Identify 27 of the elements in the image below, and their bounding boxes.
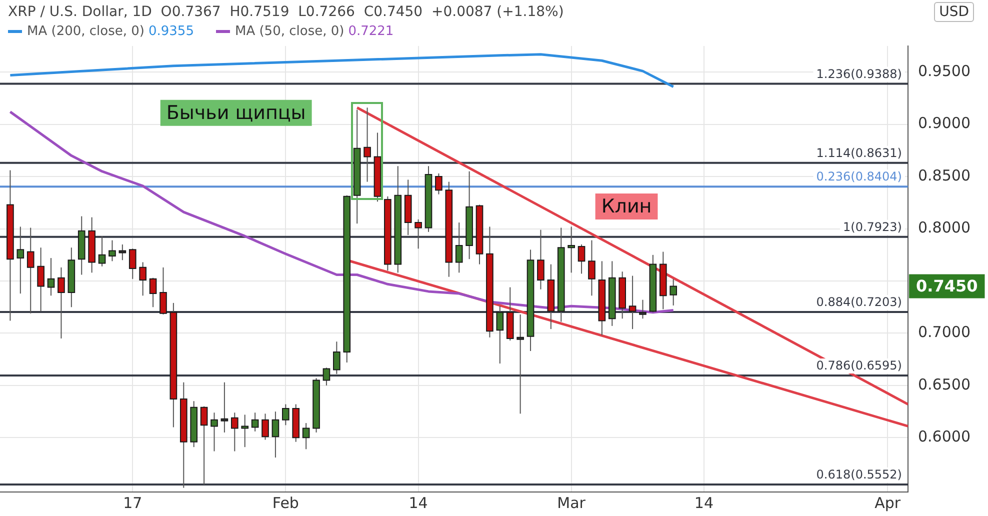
- ref-line-label: 0.236(0.8404): [816, 170, 902, 184]
- y-tick-label: 0.7000: [918, 323, 970, 342]
- ref-line-label: 1.114(0.8631): [816, 146, 902, 160]
- legend-label: MA (50, close, 0) 0.7221: [234, 24, 394, 39]
- ref-line-label: 0.618(0.5552): [816, 468, 902, 482]
- y-tick-label: 0.6500: [918, 375, 970, 394]
- y-tick-label: 0.8000: [918, 218, 970, 237]
- ref-line-label: 1(0.7923): [843, 220, 902, 234]
- annotation: Бычьи щипцы: [166, 102, 306, 124]
- y-axis-title: USD: [934, 2, 974, 22]
- x-tick-label: 14: [694, 494, 714, 512]
- legend-label: MA (200, close, 0) 0.9355: [27, 24, 194, 39]
- x-tick-label: Feb: [272, 494, 299, 512]
- chart-title: XRP / U.S. Dollar, 1D O0.7367 H0.7519 L0.7266 C0.7450 +0.0087 (+1.18%): [8, 4, 564, 20]
- y-tick-label: 0.9500: [918, 62, 970, 80]
- x-tick-label: 17: [123, 494, 142, 512]
- x-tick-label: 14: [408, 494, 428, 512]
- y-tick-label: 0.6000: [918, 428, 970, 446]
- annotation: Клин: [601, 195, 652, 218]
- x-tick-label: Mar: [557, 494, 586, 512]
- ref-line-label: 0.884(0.7203): [816, 295, 902, 310]
- ref-line-label: 0.786(0.6595): [816, 358, 902, 373]
- text: 0.7450: [916, 276, 978, 296]
- y-tick-label: 0.8500: [918, 166, 970, 184]
- ref-line-label: 1.236(0.9388): [816, 66, 902, 81]
- x-tick-label: Apr: [874, 494, 902, 512]
- y-tick-label: 0.9000: [918, 114, 970, 132]
